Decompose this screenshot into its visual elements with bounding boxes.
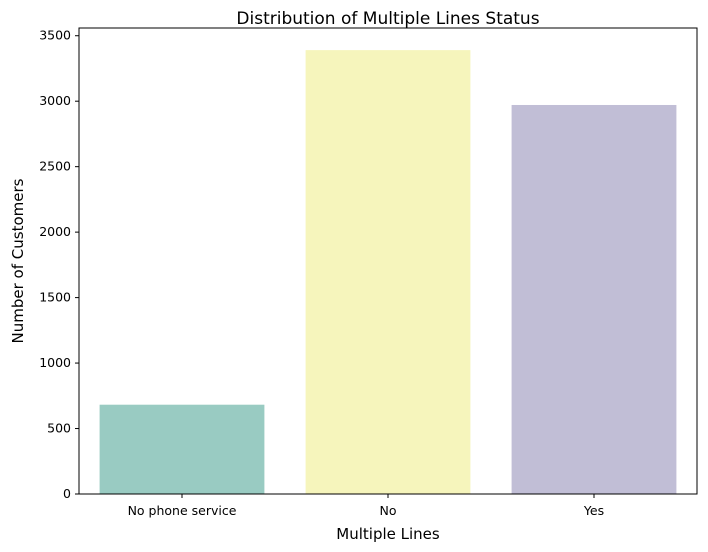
y-axis-label: Number of Customers <box>9 178 27 343</box>
y-tick-label: 1000 <box>39 355 71 370</box>
bar-no-phone-service <box>99 404 265 494</box>
y-tick-label: 3500 <box>39 28 71 43</box>
y-tick-label: 500 <box>47 421 71 436</box>
y-tick-label: 2000 <box>39 224 71 239</box>
x-tick-label: No phone service <box>128 503 237 518</box>
x-tick-label: No <box>380 503 397 518</box>
y-tick-label: 0 <box>63 486 71 501</box>
y-axis: 0 500 1000 1500 2000 2500 3000 3500 <box>39 28 79 501</box>
chart-title: Distribution of Multiple Lines Status <box>236 9 539 29</box>
y-tick-label: 1500 <box>39 290 71 305</box>
bar-yes <box>511 104 677 494</box>
x-axis: No phone service No Yes <box>128 494 604 518</box>
x-axis-label: Multiple Lines <box>336 525 440 543</box>
x-tick-label: Yes <box>583 503 604 518</box>
y-tick-label: 3000 <box>39 93 71 108</box>
bar-no <box>305 50 471 495</box>
y-tick-label: 2500 <box>39 159 71 174</box>
plot-area <box>99 50 677 495</box>
